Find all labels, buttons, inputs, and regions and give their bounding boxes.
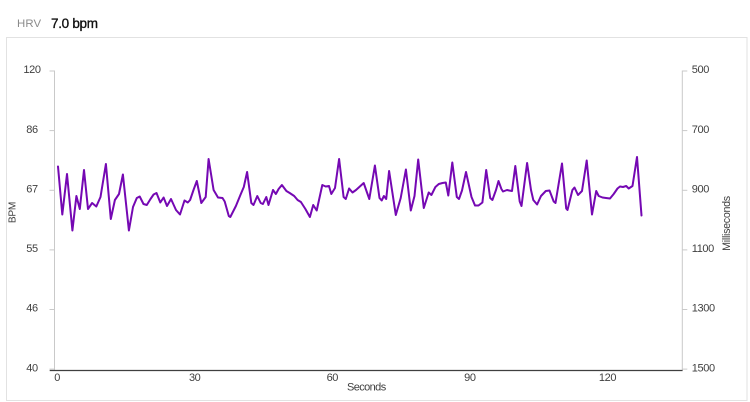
svg-text:Seconds: Seconds bbox=[347, 381, 387, 393]
svg-text:55: 55 bbox=[26, 243, 38, 255]
svg-text:1300: 1300 bbox=[692, 303, 715, 315]
svg-text:120: 120 bbox=[599, 372, 616, 384]
svg-text:900: 900 bbox=[692, 183, 709, 195]
svg-text:40: 40 bbox=[26, 362, 38, 374]
svg-text:1500: 1500 bbox=[692, 362, 715, 374]
svg-text:60: 60 bbox=[327, 372, 339, 384]
svg-text:90: 90 bbox=[464, 372, 476, 384]
svg-text:86: 86 bbox=[26, 124, 38, 136]
svg-text:30: 30 bbox=[189, 372, 201, 384]
svg-text:0: 0 bbox=[54, 372, 60, 384]
svg-text:67: 67 bbox=[26, 183, 38, 195]
svg-text:500: 500 bbox=[692, 64, 709, 76]
svg-text:1100: 1100 bbox=[692, 243, 714, 255]
svg-text:Milliseconds: Milliseconds bbox=[721, 196, 733, 251]
svg-text:700: 700 bbox=[692, 124, 709, 136]
svg-text:46: 46 bbox=[26, 303, 38, 315]
svg-text:BPM: BPM bbox=[7, 202, 18, 223]
svg-text:120: 120 bbox=[23, 64, 40, 76]
